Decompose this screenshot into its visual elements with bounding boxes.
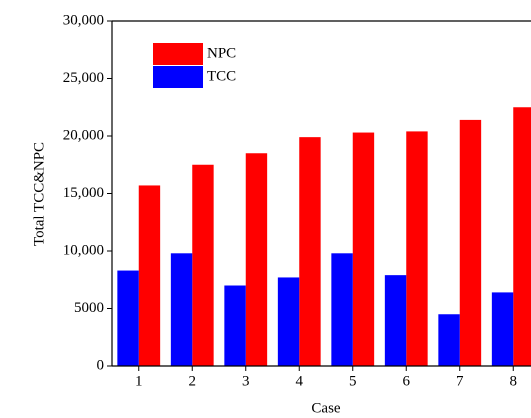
y-tick-label: 5000	[74, 300, 104, 316]
y-axis-label: Total TCC&NPC	[31, 142, 47, 246]
x-tick-label: 2	[189, 373, 197, 389]
x-tick-label: 8	[510, 373, 518, 389]
bar	[406, 131, 428, 366]
y-tick-label: 25,000	[63, 70, 104, 86]
bar	[491, 292, 514, 366]
bar	[331, 253, 353, 366]
legend-label: TCC	[207, 68, 236, 84]
bar	[245, 153, 268, 366]
legend-swatch	[153, 43, 203, 65]
x-axis-label: Case	[311, 400, 341, 416]
y-tick-label: 30,000	[63, 12, 104, 28]
y-tick-label: 15,000	[63, 185, 104, 201]
bar	[438, 314, 460, 366]
legend-swatch	[153, 66, 203, 88]
y-tick-label: 0	[97, 357, 105, 373]
bar	[192, 164, 214, 366]
bar	[384, 275, 407, 366]
x-tick-label: 1	[135, 373, 143, 389]
bar	[299, 137, 321, 366]
x-tick-label: 3	[242, 373, 250, 389]
bar	[224, 285, 246, 366]
y-tick-label: 20,000	[63, 127, 104, 143]
x-tick-label: 6	[403, 373, 411, 389]
bar	[459, 119, 482, 367]
x-tick-label: 5	[349, 373, 357, 389]
bar	[138, 185, 161, 366]
bar	[513, 107, 531, 366]
x-tick-label: 7	[456, 373, 464, 389]
bar	[277, 277, 300, 366]
bar	[117, 270, 139, 366]
x-tick-label: 4	[296, 373, 304, 389]
bar	[170, 253, 193, 366]
y-tick-label: 10,000	[63, 242, 104, 258]
bar	[352, 132, 375, 366]
legend-label: NPC	[207, 45, 236, 61]
